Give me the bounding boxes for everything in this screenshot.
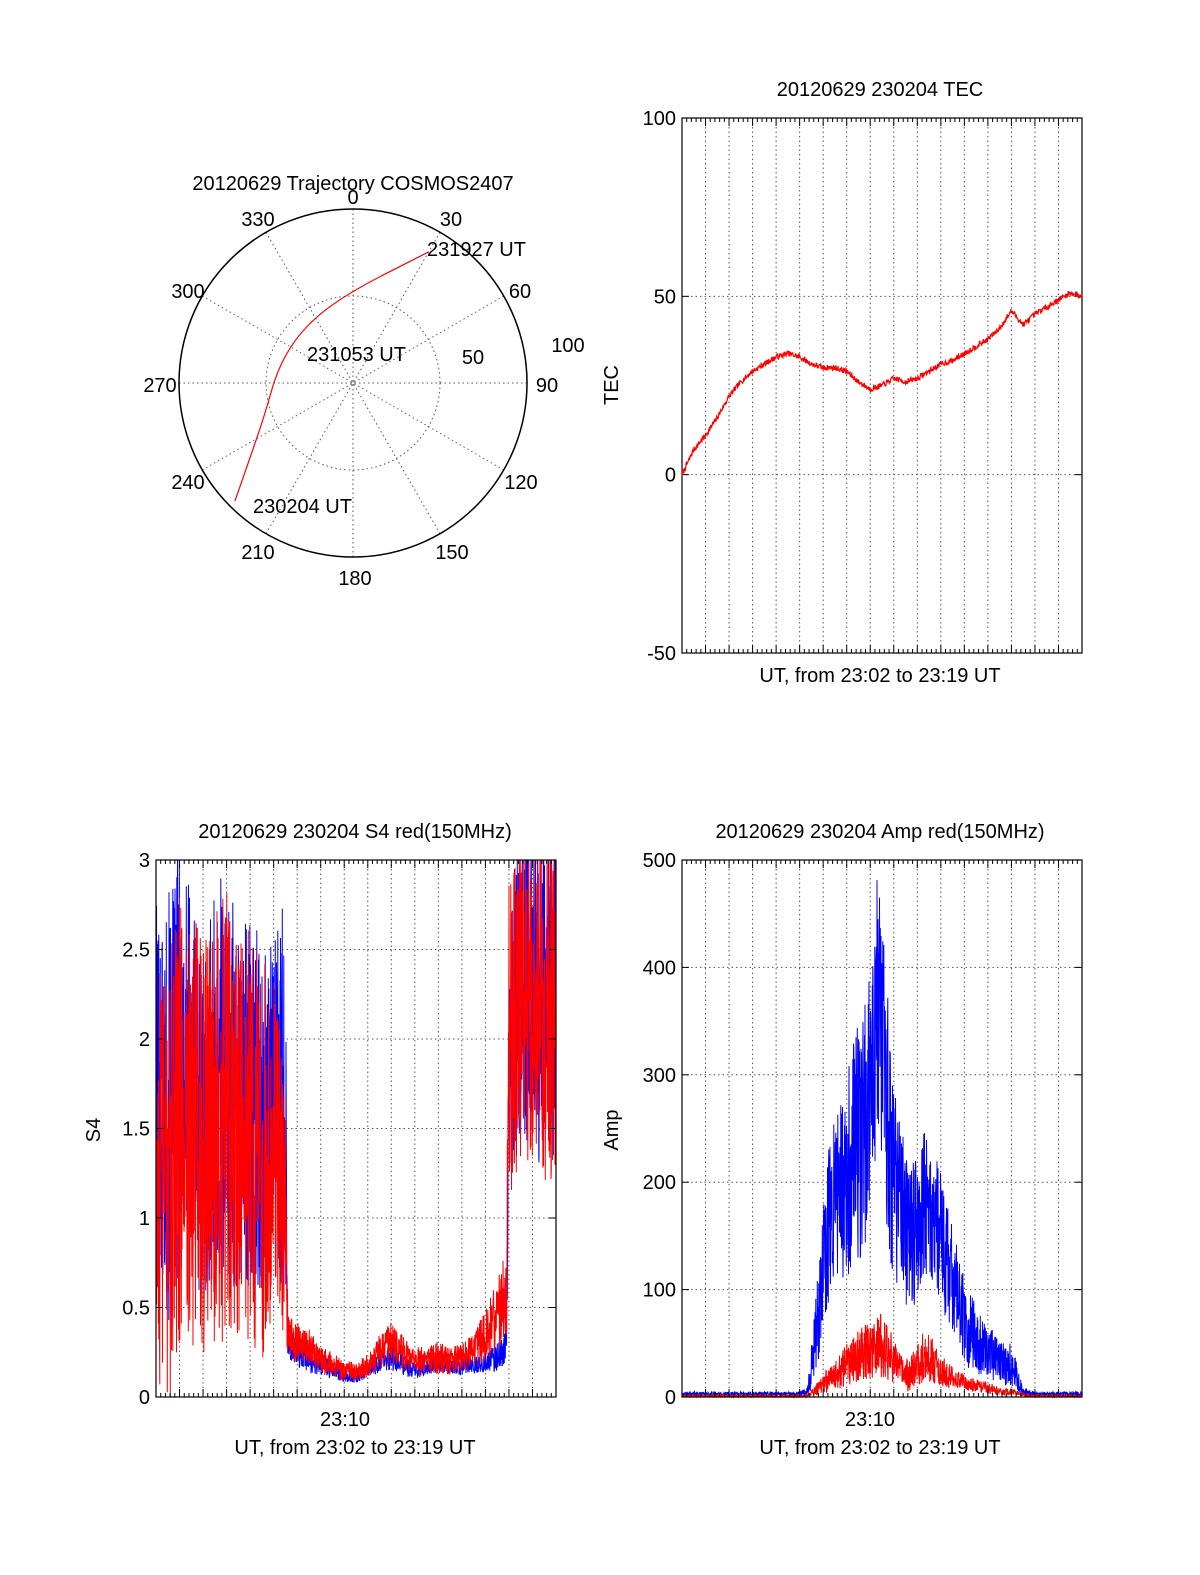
s4-series <box>155 859 557 1398</box>
s4-y-tick-label: 1 <box>139 1208 150 1230</box>
amp-xlabel: UT, from 23:02 to 23:19 UT <box>759 1437 1000 1459</box>
s4-xtick-label: 23:10 <box>320 1409 370 1431</box>
tec-xlabel: UT, from 23:02 to 23:19 UT <box>759 665 1000 687</box>
amp-y-tick-label: 500 <box>643 850 676 872</box>
tec-ylabel: TEC <box>601 365 623 405</box>
amp-ylabel: Amp <box>601 1109 623 1150</box>
tec-y-ticks: 100 50 0 -50 <box>643 108 1083 665</box>
polar-azimuth-label: 120 <box>504 472 537 494</box>
tec-plot-frame <box>681 117 1083 654</box>
amp-y-tick-label: 300 <box>643 1065 676 1087</box>
amp-y-tick-label: 0 <box>665 1387 676 1409</box>
s4-y-ticks: 3 2.5 2 1.5 1 0.5 0 <box>122 850 557 1409</box>
polar-annotation-mid: 231053 UT <box>307 344 406 366</box>
amp-panel: 20120629 230204 Amp red(150MHz) 500 400 30… <box>601 821 1083 1459</box>
amp-y-tick-label: 400 <box>643 957 676 979</box>
polar-azimuth-label: 90 <box>536 375 558 397</box>
polar-annotation-start: 230204 UT <box>253 496 352 518</box>
tec-y-tick-label: 0 <box>665 465 676 487</box>
polar-trajectory-panel: 20120629 Trajectory COSMOS2407 0 30 60 90 12… <box>143 173 584 590</box>
polar-trajectory-line <box>234 251 429 502</box>
polar-radial-label-50: 50 <box>462 347 484 369</box>
s4-panel: 20120629 230204 S4 red(150MHz) 3 2.5 2 1.5 1… <box>83 821 557 1459</box>
polar-azimuth-label: 270 <box>143 375 176 397</box>
amp-y-tick-label: 100 <box>643 1280 676 1302</box>
amp-y-tick-label: 200 <box>643 1172 676 1194</box>
amp-title: 20120629 230204 Amp red(150MHz) <box>715 821 1044 843</box>
tec-panel: 20120629 230204 TEC 100 50 0 -50 TEC UT, fr… <box>601 79 1083 687</box>
tec-grid <box>682 118 1082 653</box>
polar-azimuth-label: 240 <box>171 472 204 494</box>
polar-ring-50 <box>265 295 441 471</box>
polar-azimuth-label: 180 <box>338 568 371 590</box>
tec-series-line <box>681 290 1083 477</box>
tec-title: 20120629 230204 TEC <box>777 79 983 101</box>
polar-outer-circle <box>178 208 528 558</box>
polar-radial-label-100: 100 <box>551 335 584 357</box>
polar-azimuth-label: 30 <box>440 209 462 231</box>
s4-ylabel: S4 <box>83 1118 105 1142</box>
amp-series-line-0 <box>681 880 1083 1398</box>
polar-azimuth-label: 0 <box>347 187 358 209</box>
polar-annotation-end: 231927 UT <box>427 239 526 261</box>
tec-y-tick-label: -50 <box>647 643 676 665</box>
polar-azimuth-labels: 0 30 60 90 120 150 180 210 240 270 300 330 <box>143 187 558 590</box>
s4-title: 20120629 230204 S4 red(150MHz) <box>198 821 512 843</box>
polar-grid <box>179 209 527 557</box>
amp-xtick-label: 23:10 <box>845 1409 895 1431</box>
polar-title: 20120629 Trajectory COSMOS2407 <box>192 173 513 195</box>
s4-y-tick-label: 2 <box>139 1029 150 1051</box>
polar-azimuth-label: 60 <box>509 281 531 303</box>
tec-y-tick-label: 100 <box>643 108 676 130</box>
polar-azimuth-label: 210 <box>241 542 274 564</box>
amp-series-line-1 <box>681 1313 1083 1399</box>
s4-y-tick-label: 3 <box>139 850 150 872</box>
s4-y-tick-label: 0.5 <box>122 1298 150 1320</box>
polar-azimuth-label: 330 <box>241 209 274 231</box>
s4-series-line-1 <box>155 859 557 1398</box>
s4-y-tick-label: 0 <box>139 1387 150 1409</box>
amp-plot-frame <box>681 859 1083 1398</box>
s4-grid <box>156 860 556 1397</box>
polar-azimuth-label: 300 <box>171 281 204 303</box>
amp-series <box>681 880 1083 1399</box>
s4-plot-frame <box>155 859 557 1398</box>
s4-xlabel: UT, from 23:02 to 23:19 UT <box>234 1437 475 1459</box>
tec-y-tick-label: 50 <box>654 286 676 308</box>
s4-y-tick-label: 1.5 <box>122 1119 150 1141</box>
amp-grid <box>682 860 1082 1397</box>
s4-y-tick-label: 2.5 <box>122 940 150 962</box>
polar-azimuth-label: 150 <box>435 542 468 564</box>
